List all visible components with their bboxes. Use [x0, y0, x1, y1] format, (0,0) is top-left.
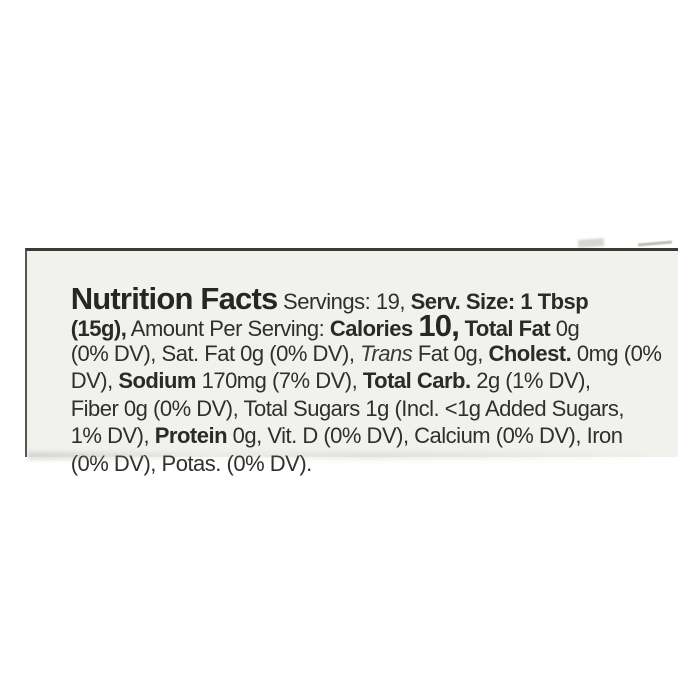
- servings-text: Servings: 19,: [277, 288, 411, 314]
- label-line-7: (0% DV), Potas. (0% DV).: [37, 422, 672, 476]
- label-line-3: (0% DV), Sat. Fat 0g (0% DV), Trans Fat …: [37, 312, 672, 366]
- label-bottom-edge: [28, 452, 648, 460]
- sodium-label: Sodium: [118, 368, 196, 393]
- calories-value: 10,: [418, 308, 460, 343]
- protein-label: Protein: [154, 423, 228, 448]
- label-line-4: DV), Sodium 170mg (7% DV), Total Carb. 2…: [37, 340, 672, 393]
- serving-size-text: Serv. Size: 1 Tbsp: [410, 288, 589, 314]
- total-carb-label: Total Carb.: [362, 368, 471, 393]
- label-line-5: Fiber 0g (0% DV), Total Sugars 1g (Incl.…: [37, 367, 672, 421]
- total-carb-value: 2g (1% DV),: [470, 368, 591, 393]
- saturated-fat-text: (0% DV), Sat. Fat 0g (0% DV),: [70, 340, 361, 366]
- vitamins-minerals-text: 0g, Vit. D (0% DV), Calcium (0% DV), Iro…: [227, 423, 623, 448]
- label-line-2: (15g), Amount Per Serving: Calories 10, …: [37, 285, 672, 341]
- total-fat-label: Total Fat: [459, 316, 556, 341]
- photo-smudge-2: [637, 240, 673, 247]
- potassium-text: (0% DV), Potas. (0% DV).: [70, 450, 313, 476]
- total-fat-value: 0g: [555, 316, 580, 341]
- amount-per-serving-text: Amount Per Serving:: [126, 316, 330, 341]
- dv-continuation-text: DV),: [70, 368, 119, 393]
- serving-weight-text: (15g),: [70, 316, 127, 341]
- photo-smudge-1: [577, 238, 605, 248]
- label-line-6: 1% DV), Protein 0g, Vit. D (0% DV), Calc…: [37, 395, 672, 448]
- nutrition-facts-heading: Nutrition Facts: [70, 280, 279, 316]
- trans-word: Trans: [360, 340, 413, 366]
- added-sugars-dv-text: 1% DV),: [70, 423, 155, 448]
- calories-label: Calories: [329, 316, 419, 341]
- nutrition-facts-label: Nutrition Facts Servings: 19, Serv. Size…: [25, 248, 678, 476]
- cholesterol-value: 0mg (0%: [571, 340, 662, 366]
- label-line-1: Nutrition Facts Servings: 19, Serv. Size…: [37, 257, 672, 314]
- cholesterol-label: Cholest.: [488, 340, 572, 366]
- trans-fat-text: Fat 0g,: [412, 340, 489, 366]
- fiber-sugars-text: Fiber 0g (0% DV), Total Sugars 1g (Incl.…: [70, 395, 625, 421]
- sodium-value: 170mg (7% DV),: [195, 368, 363, 393]
